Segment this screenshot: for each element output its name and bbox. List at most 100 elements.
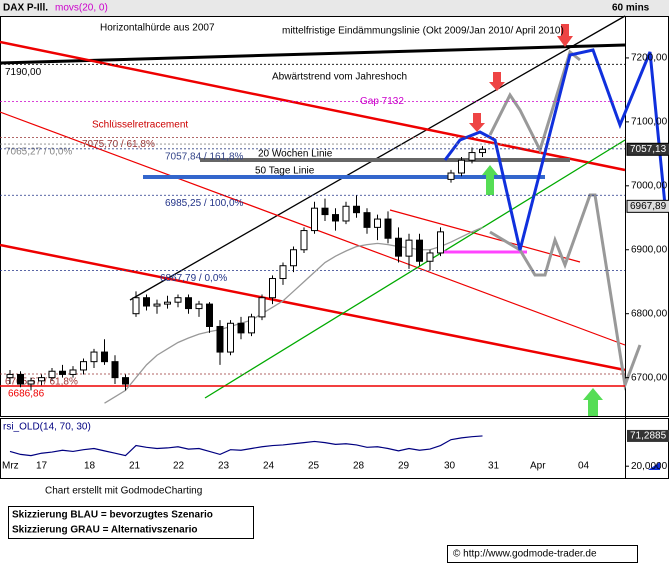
candle-body <box>363 212 371 228</box>
level-label: 7190,00 <box>5 67 42 78</box>
rsi-value-label: 71,2885 <box>630 431 667 442</box>
candle-body <box>80 361 87 371</box>
candle-body <box>174 297 182 303</box>
candle-body <box>279 265 287 280</box>
credit: Chart erstellt mit GodmodeCharting <box>45 486 202 497</box>
timeframe: 60 mins <box>612 3 650 14</box>
arrow-up <box>583 388 603 416</box>
candle-body <box>342 205 350 222</box>
candle-body <box>374 218 381 228</box>
x-tick-label: 28 <box>353 461 365 472</box>
y-tick-label: 6800,00 <box>631 308 668 319</box>
candle-body <box>405 239 413 257</box>
legend-gray: Skizzierung GRAU = Alternativszenario <box>12 525 198 536</box>
candle-body <box>216 325 224 353</box>
candle-body <box>195 303 203 310</box>
candle-body <box>437 231 444 254</box>
blue-scenario <box>443 48 667 251</box>
header-bar <box>0 0 669 16</box>
trendline <box>204 139 626 399</box>
arrow-down <box>469 113 485 132</box>
rsi-tick-label: 20,0000 <box>631 461 668 472</box>
y-tick-label: 7000,00 <box>631 180 668 191</box>
candle-body <box>426 252 434 262</box>
x-tick-label: 23 <box>218 461 230 472</box>
trendline <box>0 43 626 65</box>
x-tick-label: 21 <box>129 461 141 472</box>
x-tick-label: 22 <box>173 461 185 472</box>
price-label: 6967,89 <box>630 201 667 212</box>
rsi-value-box <box>627 429 669 442</box>
candle-body <box>395 237 402 257</box>
annotation: 50 Tage Linie <box>255 166 315 177</box>
candle-body <box>90 351 98 363</box>
trendline <box>0 243 626 372</box>
candle-body <box>353 205 360 214</box>
candle-body <box>311 207 318 232</box>
x-tick-label: 30 <box>444 461 456 472</box>
candle-body <box>479 148 486 154</box>
candle-body <box>468 152 476 161</box>
arrow-down <box>557 24 573 47</box>
candle-body <box>38 377 45 382</box>
candle-body <box>164 301 171 305</box>
x-tick-label: 17 <box>36 461 48 472</box>
x-tick-label: 04 <box>578 461 590 472</box>
candle-body <box>27 380 35 385</box>
candle-body <box>6 373 14 379</box>
level-label: 6985,25 / 100,0% <box>165 198 244 209</box>
candle-body <box>69 369 77 375</box>
arrow-up <box>482 165 498 195</box>
candle-body <box>290 249 297 267</box>
x-tick-label: Mrz <box>2 461 19 472</box>
rsi-label: rsi_OLD(14, 70, 30) <box>3 422 91 433</box>
price-label: 7057,13 <box>630 144 667 155</box>
level-label: Gap 7132 <box>360 96 404 107</box>
arrow-down <box>489 72 505 91</box>
x-tick-label: 25 <box>308 461 320 472</box>
annotation: mittelfristige Eindämmungslinie (Okt 200… <box>282 26 564 37</box>
candle-body <box>153 303 161 307</box>
candle-body <box>321 207 329 216</box>
level-label: 6686,86 <box>8 389 45 400</box>
candle-body <box>185 297 192 310</box>
candle-body <box>332 214 339 222</box>
annotation: Schlüsselretracement <box>92 120 188 131</box>
level-label: 7057,84 / 161,8% <box>165 151 244 162</box>
candle-body <box>59 370 66 375</box>
url-box <box>447 545 638 563</box>
chart-title: DAX P-Ill. <box>3 3 48 14</box>
candle-body <box>416 239 423 262</box>
candle-body <box>206 303 213 327</box>
candle-body <box>101 351 108 363</box>
candle-body <box>111 361 119 379</box>
legend-blue: Skizzierung BLAU = bevorzugtes Szenario <box>12 510 213 521</box>
candle-body <box>269 278 276 299</box>
level-label: 7075,70 / 61,8% <box>82 139 155 150</box>
x-tick-label: 24 <box>263 461 275 472</box>
candle-body <box>48 370 56 379</box>
annotation: Abwärtstrend vom Jahreshoch <box>272 72 407 83</box>
candle-body <box>143 297 150 307</box>
gray-scenario <box>489 193 642 391</box>
candle-body <box>17 373 24 385</box>
rsi-line <box>9 435 483 457</box>
candle-body <box>300 230 308 251</box>
trendline <box>389 209 581 263</box>
y-tick-label: 7100,00 <box>631 117 668 128</box>
x-tick-label: 29 <box>398 461 410 472</box>
candle-body <box>132 297 140 315</box>
y-tick-label: 6900,00 <box>631 244 668 255</box>
level-label: 6867,79 / 0,0% <box>160 273 227 284</box>
x-tick-label: 18 <box>84 461 96 472</box>
drawing-layer <box>0 15 667 470</box>
candle-body <box>122 377 129 385</box>
indicator-label: movs(20, 0) <box>55 3 108 14</box>
candle-body <box>258 297 266 318</box>
candle-body <box>227 322 234 353</box>
candle-body <box>458 159 465 174</box>
x-tick-label: Apr <box>530 461 546 472</box>
